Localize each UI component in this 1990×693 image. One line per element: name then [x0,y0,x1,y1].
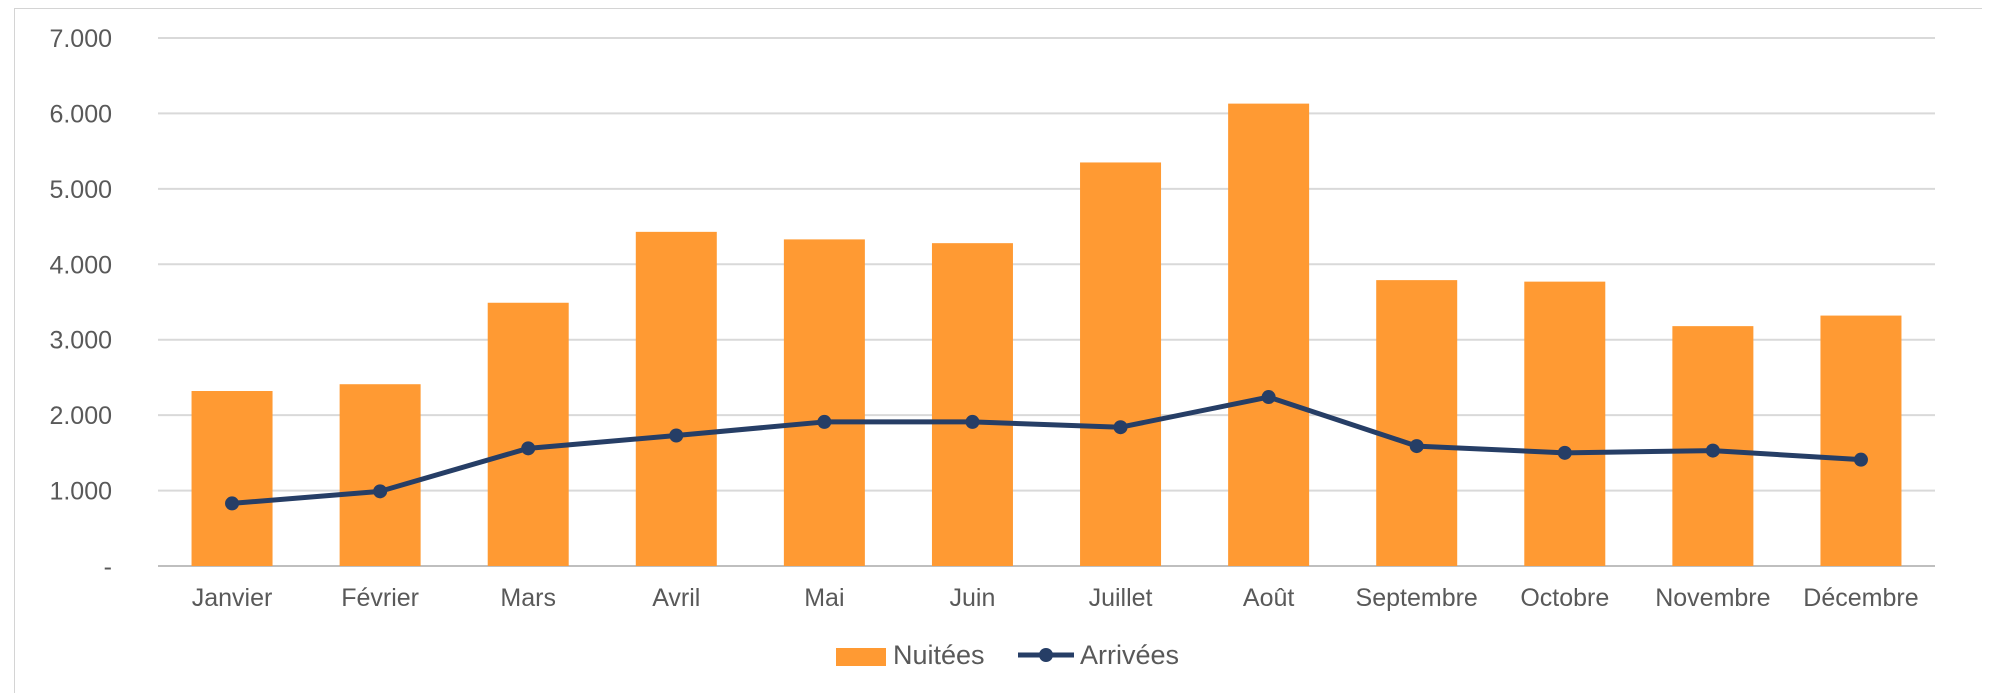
x-tick-label: Avril [652,584,700,612]
point-arrivees [1557,445,1572,460]
gridlines [158,37,1935,567]
x-tick-label: Juillet [1089,584,1153,612]
x-tick-label: Mai [804,584,844,612]
y-axis-ticks: - 1.000 2.000 3.000 4.000 5.000 6.000 7.000 [49,25,112,581]
point-arrivees [817,414,832,429]
y-tick-label: 4.000 [49,251,112,279]
x-tick-label: Décembre [1803,584,1918,612]
point-arrivees [1409,439,1424,454]
bars-nuitees [191,103,1902,566]
chart-frame [14,8,1982,693]
line-path-arrivees [231,394,1862,506]
y-tick-label: 6.000 [49,100,112,128]
x-tick-label: Septembre [1356,584,1478,612]
x-tick-label: Juin [950,584,996,612]
bar-nuitees [1376,280,1458,566]
x-axis-ticks: Janvier Février Mars Avril Mai Juin Juillet Aoû… [192,584,1919,612]
legend-label-nuitees: Nuitées [893,640,985,670]
point-arrivees [965,414,980,429]
point-arrivees [1853,452,1868,467]
x-tick-label: Août [1243,584,1294,612]
point-arrivees [669,428,684,443]
bar-nuitees [783,239,865,566]
bar-nuitees [1080,162,1162,566]
point-arrivees [373,484,388,499]
y-tick-label: 2.000 [49,402,112,430]
legend: Nuitées Arrivées [836,640,1179,670]
legend-swatch-nuitees [836,648,886,666]
point-arrivees [1705,443,1720,458]
y-tick-label: 3.000 [49,327,112,355]
point-arrivees [1261,390,1276,405]
bar-nuitees [931,243,1013,566]
bar-nuitees [1524,281,1606,566]
y-tick-label: - [104,553,112,581]
legend-swatch-arrivees-marker [1039,648,1053,662]
x-tick-label: Novembre [1655,584,1770,612]
bar-nuitees [635,231,717,566]
line-arrivees [225,390,1868,511]
y-tick-label: 7.000 [49,25,112,53]
x-tick-label: Février [341,584,419,612]
point-arrivees [1113,420,1128,435]
x-tick-label: Mars [500,584,556,612]
bar-nuitees [1228,103,1310,566]
x-tick-label: Janvier [192,584,273,612]
bar-nuitees [487,302,569,566]
bar-nuitees [339,384,421,566]
y-tick-label: 1.000 [49,478,112,506]
bar-nuitees [1820,315,1902,566]
x-tick-label: Octobre [1520,584,1609,612]
bar-nuitees [191,391,273,566]
point-arrivees [225,496,240,511]
legend-label-arrivees: Arrivées [1080,640,1179,670]
point-arrivees [521,441,536,456]
y-tick-label: 5.000 [49,176,112,204]
